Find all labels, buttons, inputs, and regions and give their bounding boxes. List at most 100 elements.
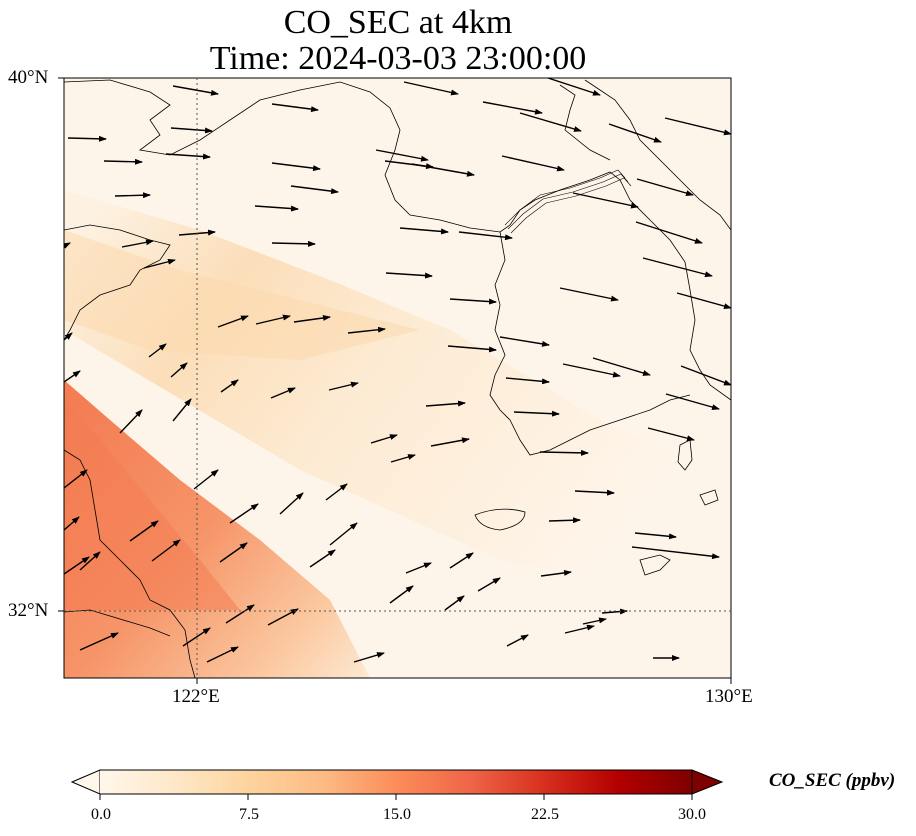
wind-arrow: [634, 532, 677, 540]
colorbar-gradient: [100, 770, 692, 794]
wind-arrow: [608, 123, 662, 143]
plot-title-line1: CO_SEC at 4km: [283, 4, 513, 41]
wind-arrow: [680, 365, 731, 386]
wind-arrow: [477, 577, 501, 592]
wind-arrow: [353, 652, 385, 663]
map-frame: [63, 77, 732, 679]
wind-arrow: [601, 608, 628, 615]
colorbar-tick-label-4: 30.0: [678, 806, 706, 823]
wind-arrow: [631, 546, 720, 560]
wind-arrow: [562, 363, 621, 378]
field-plume-core: [64, 400, 240, 610]
wind-arrow: [665, 393, 720, 410]
wind-arrow: [172, 85, 219, 96]
colorbar-label: CO_SEC (ppbv): [769, 770, 896, 791]
wind-arrow: [64, 332, 73, 341]
wind-arrow: [547, 78, 601, 96]
wind-arrow: [329, 522, 358, 546]
wind-arrow: [267, 608, 299, 626]
wind-arrow: [564, 624, 595, 634]
plot-title-line2: Time: 2024-03-03 23:00:00: [209, 40, 587, 77]
wind-arrow: [405, 562, 432, 574]
wind-arrow: [506, 634, 529, 647]
wind-arrow: [389, 585, 414, 604]
wind-arrow: [229, 503, 259, 524]
wind-vectors: [64, 78, 731, 663]
wind-arrow: [151, 539, 181, 562]
wind-arrow: [64, 242, 71, 249]
map-panel: [58, 77, 732, 684]
wind-arrow: [347, 326, 386, 334]
lon-tick-label-130: 130°E: [705, 686, 753, 707]
wind-arrow: [540, 569, 572, 577]
wind-arrow: [642, 257, 713, 278]
field-band-north: [64, 230, 420, 360]
wind-arrow: [399, 227, 449, 235]
wind-arrow: [79, 632, 119, 651]
wind-arrow: [676, 292, 731, 310]
lon-tick-label-122: 122°E: [172, 686, 220, 707]
wind-arrow: [664, 117, 731, 136]
wind-arrow: [119, 409, 143, 434]
wind-arrow: [548, 517, 581, 524]
colorbar-tick-label-1: 7.5: [239, 806, 259, 823]
lat-tick-label-32: 32°N: [8, 600, 49, 621]
wind-arrow: [325, 483, 348, 501]
wind-arrow: [559, 287, 619, 302]
wind-arrow: [499, 336, 550, 347]
wind-arrow: [430, 437, 470, 447]
wind-arrow: [64, 370, 81, 383]
wind-arrow: [411, 163, 475, 177]
borders: [504, 169, 632, 234]
wind-arrow: [539, 449, 589, 456]
wind-arrow: [254, 205, 299, 212]
wind-arrow: [182, 627, 211, 647]
wind-arrow: [447, 345, 497, 353]
wind-arrow: [64, 516, 80, 531]
wind-arrow: [449, 298, 497, 305]
wind-arrow: [219, 542, 248, 563]
wind-arrow: [519, 112, 582, 132]
wind-arrow: [513, 410, 560, 417]
wind-arrow: [220, 379, 239, 393]
wind-arrow: [148, 343, 167, 358]
wind-arrow: [129, 520, 159, 542]
wind-arrow: [458, 231, 513, 241]
map-field: [64, 78, 731, 678]
wind-arrow: [403, 81, 459, 96]
wind-arrow: [67, 135, 107, 142]
wind-arrow: [574, 489, 615, 496]
wind-arrow: [370, 434, 398, 444]
wind-arrow: [449, 552, 474, 569]
wind-arrow: [444, 595, 465, 611]
wind-arrow: [103, 158, 143, 165]
wind-arrow: [572, 192, 639, 209]
colorbar: [70, 769, 724, 800]
wind-arrow: [165, 153, 211, 160]
wind-arrow: [270, 387, 296, 399]
wind-arrow: [170, 362, 188, 378]
wind-arrow: [225, 604, 255, 624]
colorbar-tick-label-2: 15.0: [383, 806, 411, 823]
colorbar-tick-label-3: 22.5: [531, 806, 559, 823]
wind-arrow: [271, 240, 316, 247]
wind-arrow: [390, 454, 416, 463]
wind-arrow: [636, 178, 694, 196]
colorbar-extend-min: [70, 769, 101, 795]
wind-arrow: [505, 377, 550, 385]
wind-arrow: [635, 221, 703, 244]
wind-arrow: [64, 556, 90, 575]
wind-arrow: [279, 492, 304, 515]
wind-arrow: [309, 549, 336, 568]
wind-arrow: [170, 127, 213, 134]
colorbar-tick-label-0: 0.0: [91, 806, 111, 823]
wind-arrow: [582, 617, 607, 625]
wind-arrow: [271, 103, 319, 113]
coastlines: [64, 79, 731, 678]
wind-arrow: [143, 258, 176, 269]
wind-arrow: [290, 185, 339, 195]
colorbar-extend-max: [691, 769, 724, 795]
wind-arrow: [79, 551, 101, 571]
wind-arrow: [385, 272, 433, 279]
wind-arrow: [482, 101, 543, 115]
